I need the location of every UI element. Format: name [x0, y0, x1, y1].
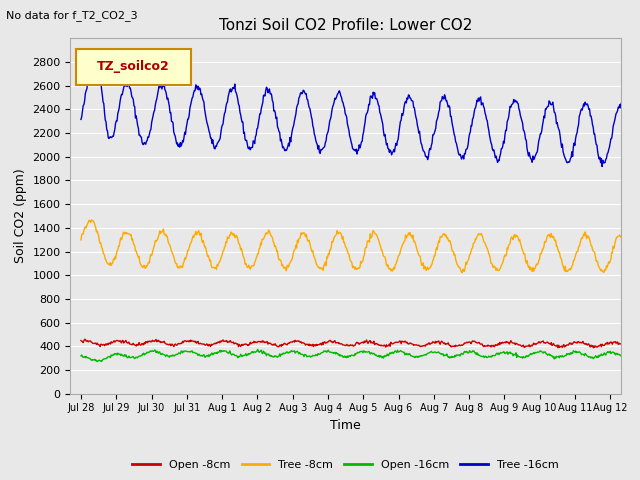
Text: No data for f_T2_CO2_3: No data for f_T2_CO2_3 [6, 10, 138, 21]
FancyBboxPatch shape [76, 49, 191, 84]
Title: Tonzi Soil CO2 Profile: Lower CO2: Tonzi Soil CO2 Profile: Lower CO2 [219, 18, 472, 33]
X-axis label: Time: Time [330, 419, 361, 432]
Text: TZ_soilco2: TZ_soilco2 [97, 60, 170, 73]
Legend: Open -8cm, Tree -8cm, Open -16cm, Tree -16cm: Open -8cm, Tree -8cm, Open -16cm, Tree -… [128, 456, 563, 474]
Y-axis label: Soil CO2 (ppm): Soil CO2 (ppm) [14, 168, 27, 264]
